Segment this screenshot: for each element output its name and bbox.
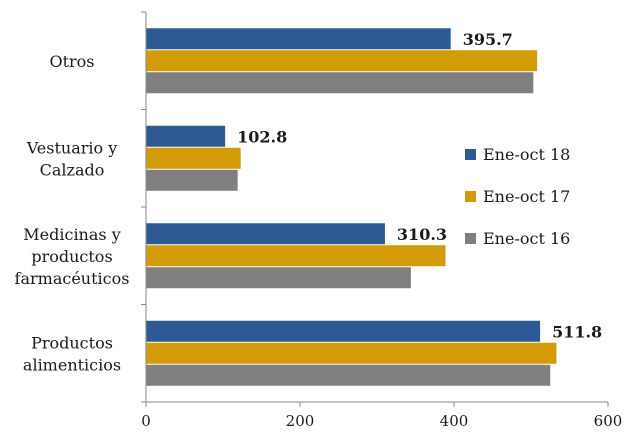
bars-layer bbox=[146, 28, 557, 386]
x-tick-label: 600 bbox=[594, 412, 623, 430]
x-tick-label: 400 bbox=[440, 412, 469, 430]
data-label: 395.7 bbox=[463, 30, 513, 49]
labels-layer: 0 200 400 600 395.7 Otros 102.8 Vestuario y Calz… bbox=[15, 30, 623, 430]
x-tick-label: 200 bbox=[286, 412, 315, 430]
legend-swatch bbox=[465, 149, 476, 160]
bar bbox=[146, 320, 541, 342]
data-label: 102.8 bbox=[237, 127, 287, 146]
bar bbox=[146, 342, 557, 364]
axes-layer bbox=[141, 11, 609, 407]
bar bbox=[146, 223, 385, 245]
category-label: Productos alimenticios bbox=[23, 333, 121, 374]
data-label: 511.8 bbox=[552, 322, 602, 341]
legend-label: Ene-oct 17 bbox=[483, 187, 570, 206]
category-label: Medicinas y productos farmacéuticos bbox=[15, 225, 130, 288]
legend-swatch bbox=[465, 233, 476, 244]
legend-label: Ene-oct 18 bbox=[483, 145, 570, 164]
data-label: 310.3 bbox=[397, 225, 447, 244]
category-label: Otros bbox=[49, 52, 94, 71]
bar bbox=[146, 28, 451, 50]
legend: Ene-oct 18 Ene-oct 17 Ene-oct 16 bbox=[465, 145, 570, 248]
category-label: Vestuario y Calzado bbox=[26, 138, 118, 179]
bar bbox=[146, 125, 226, 147]
legend-swatch bbox=[465, 191, 476, 202]
bar bbox=[146, 169, 238, 191]
bar bbox=[146, 364, 551, 386]
bar bbox=[146, 245, 446, 267]
bar bbox=[146, 267, 411, 289]
bar bbox=[146, 50, 538, 72]
bar bbox=[146, 72, 534, 94]
legend-label: Ene-oct 16 bbox=[483, 229, 570, 248]
x-tick-label: 0 bbox=[141, 412, 151, 430]
bar bbox=[146, 147, 241, 169]
